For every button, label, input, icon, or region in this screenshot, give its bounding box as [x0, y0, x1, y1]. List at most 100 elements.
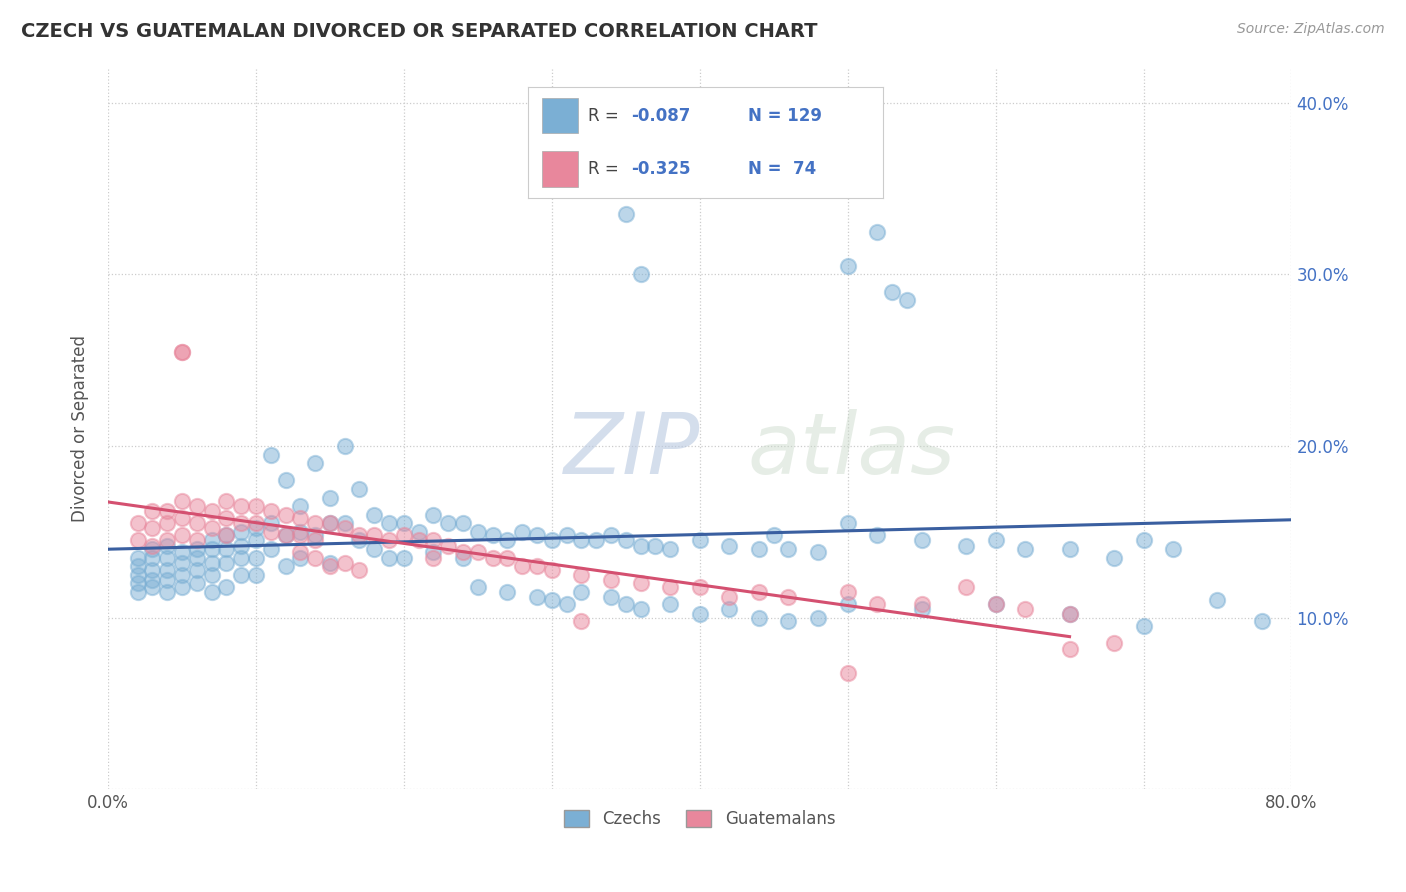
Point — [1102, 636, 1125, 650]
Point — [170, 344, 193, 359]
Point — [156, 516, 179, 531]
Legend: Czechs, Guatemalans: Czechs, Guatemalans — [557, 804, 842, 835]
Point — [1132, 619, 1154, 633]
Point — [274, 559, 297, 574]
Point — [778, 590, 800, 604]
Point — [585, 533, 607, 548]
Point — [231, 567, 253, 582]
Point — [422, 533, 444, 548]
Point — [290, 545, 312, 559]
Point — [569, 585, 592, 599]
Point — [630, 539, 652, 553]
Point — [127, 576, 149, 591]
Point — [555, 597, 578, 611]
Point — [186, 533, 208, 548]
Point — [290, 550, 312, 565]
Point — [880, 285, 903, 299]
Point — [510, 524, 533, 539]
Point — [600, 590, 623, 604]
Point — [540, 533, 562, 548]
Point — [141, 504, 163, 518]
Point — [127, 559, 149, 574]
Point — [333, 556, 356, 570]
Point — [290, 524, 312, 539]
Point — [866, 225, 889, 239]
Point — [156, 563, 179, 577]
Point — [349, 533, 371, 548]
Text: Source: ZipAtlas.com: Source: ZipAtlas.com — [1237, 22, 1385, 37]
Point — [718, 590, 741, 604]
Point — [141, 521, 163, 535]
Point — [1161, 541, 1184, 556]
Point — [451, 516, 474, 531]
Point — [689, 607, 711, 622]
Point — [896, 293, 918, 308]
Point — [748, 585, 770, 599]
Point — [290, 511, 312, 525]
Point — [392, 516, 415, 531]
Point — [260, 516, 283, 531]
Point — [630, 268, 652, 282]
Point — [748, 541, 770, 556]
Point — [349, 482, 371, 496]
Point — [141, 580, 163, 594]
Point — [1250, 614, 1272, 628]
Point — [304, 550, 326, 565]
Point — [659, 580, 682, 594]
Point — [569, 614, 592, 628]
Point — [1014, 541, 1036, 556]
Point — [540, 593, 562, 607]
Point — [170, 556, 193, 570]
Point — [778, 541, 800, 556]
Point — [378, 516, 401, 531]
Text: CZECH VS GUATEMALAN DIVORCED OR SEPARATED CORRELATION CHART: CZECH VS GUATEMALAN DIVORCED OR SEPARATE… — [21, 22, 818, 41]
Point — [156, 550, 179, 565]
Point — [215, 541, 238, 556]
Point — [496, 550, 519, 565]
Point — [170, 511, 193, 525]
Point — [481, 550, 503, 565]
Point — [170, 580, 193, 594]
Point — [467, 545, 489, 559]
Point — [215, 528, 238, 542]
Point — [319, 556, 342, 570]
Point — [422, 550, 444, 565]
Text: ZIP: ZIP — [564, 409, 700, 492]
Point — [290, 528, 312, 542]
Point — [274, 508, 297, 522]
Point — [910, 597, 932, 611]
Point — [614, 207, 637, 221]
Point — [260, 504, 283, 518]
Point — [659, 541, 682, 556]
Point — [215, 528, 238, 542]
Point — [245, 567, 267, 582]
Point — [231, 539, 253, 553]
Point — [600, 573, 623, 587]
Point — [231, 524, 253, 539]
Point — [319, 516, 342, 531]
Point — [170, 528, 193, 542]
Point — [451, 545, 474, 559]
Point — [630, 576, 652, 591]
Point — [274, 528, 297, 542]
Point — [866, 597, 889, 611]
Point — [186, 576, 208, 591]
Point — [955, 580, 977, 594]
Point — [481, 528, 503, 542]
Point — [600, 528, 623, 542]
Point — [984, 597, 1007, 611]
Point — [984, 533, 1007, 548]
Point — [127, 585, 149, 599]
Point — [156, 539, 179, 553]
Point — [319, 491, 342, 505]
Point — [200, 585, 222, 599]
Point — [333, 516, 356, 531]
Point — [807, 610, 830, 624]
Point — [422, 508, 444, 522]
Point — [349, 563, 371, 577]
Point — [333, 439, 356, 453]
Point — [245, 521, 267, 535]
Point — [304, 456, 326, 470]
Point — [1014, 602, 1036, 616]
Point — [186, 563, 208, 577]
